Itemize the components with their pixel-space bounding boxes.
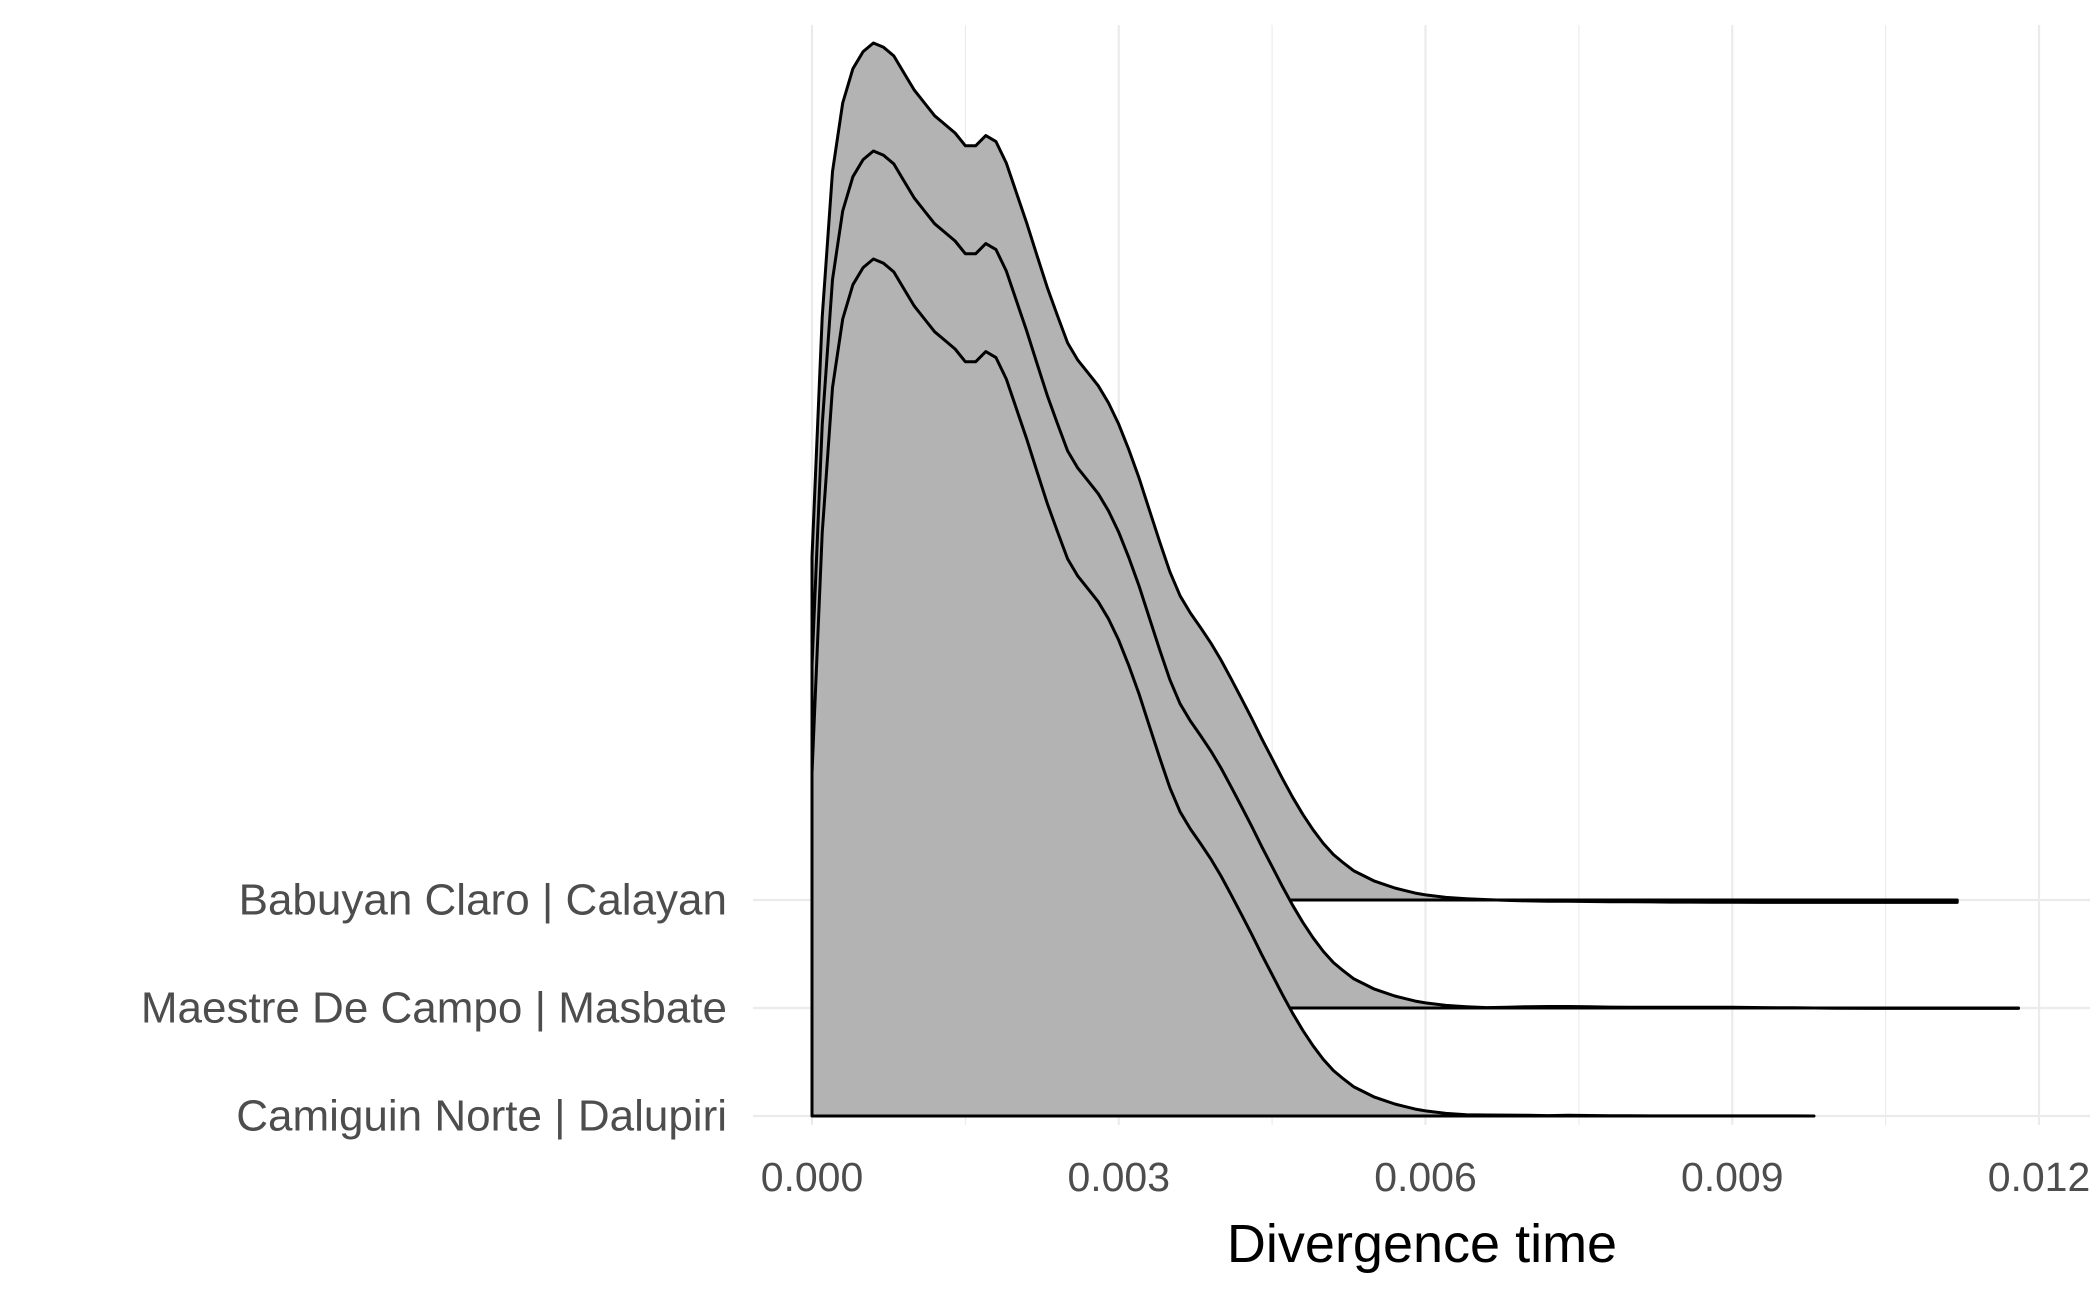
x-tick-labels: 0.000 0.003 0.006 0.009 0.012 — [761, 1154, 2091, 1200]
x-tick-label: 0.003 — [1067, 1154, 1170, 1200]
x-axis-title: Divergence time — [1227, 1214, 1617, 1274]
category-label: Maestre De Campo | Masbate — [141, 984, 727, 1033]
x-tick-label: 0.012 — [1988, 1154, 2091, 1200]
x-tick-label: 0.009 — [1681, 1154, 1784, 1200]
category-label: Camiguin Norte | Dalupiri — [236, 1092, 727, 1141]
ridge-density-area — [810, 257, 1816, 1118]
category-label: Babuyan Claro | Calayan — [239, 876, 727, 925]
ridge-layers — [810, 41, 2020, 1118]
x-tick-label: 0.000 — [761, 1154, 864, 1200]
x-tick-label: 0.006 — [1374, 1154, 1477, 1200]
category-labels: Babuyan Claro | Calayan Maestre De Campo … — [141, 876, 727, 1141]
